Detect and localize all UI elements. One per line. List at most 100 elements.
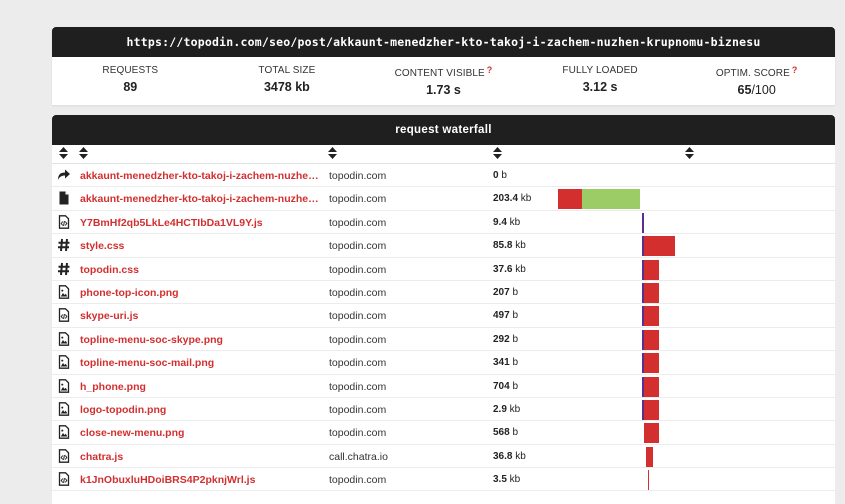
waterfall-title: request waterfall (52, 115, 835, 145)
request-name-link[interactable]: Y7BmHf2qb5LkLe4HCTIbDa1VL9Y.js (80, 216, 263, 229)
timing-bar-red (643, 353, 660, 374)
script-icon (57, 472, 71, 486)
request-row[interactable]: logo-topodin.png topodin.com 2.9 kb (52, 398, 835, 422)
timing-bar-purple (642, 212, 644, 233)
request-name-link[interactable]: k1JnObuxluHDoiBRS4P2pknjWrl.js (80, 474, 256, 487)
timing-bars (558, 259, 835, 280)
request-host: topodin.com (329, 216, 387, 229)
stat-label: OPTIM. SCORE? (715, 65, 798, 79)
request-row[interactable]: style.css topodin.com 85.8 kb (52, 234, 835, 258)
stat-label: TOTAL SIZE (258, 65, 316, 76)
image-icon (57, 378, 71, 393)
request-row[interactable]: close-new-menu.png topodin.com 568 b (52, 421, 835, 445)
request-name-link[interactable]: logo-topodin.png (80, 403, 167, 416)
image-icon (57, 425, 71, 440)
request-size: 2.9 kb (493, 403, 521, 415)
help-icon[interactable]: ? (486, 65, 493, 75)
timing-bars (558, 236, 835, 257)
stat-value: 1.73 s (426, 83, 461, 97)
request-host: topodin.com (329, 380, 387, 393)
request-host: call.chatra.io (329, 450, 388, 463)
request-name-link[interactable]: topodin.css (80, 263, 139, 276)
request-row[interactable]: phone-top-icon.png topodin.com 207 b (52, 281, 835, 305)
timing-bar-purple (642, 353, 644, 374)
stat-label: FULLY LOADED (562, 65, 638, 76)
request-host: topodin.com (329, 240, 387, 253)
stats-row: REQUESTS 89 TOTAL SIZE 3478 kb CONTENT VISIB… (52, 57, 835, 105)
request-size: 704 b (493, 380, 519, 392)
timing-bar-red (643, 306, 660, 327)
script-icon (57, 308, 71, 323)
request-name-link[interactable]: topline-menu-soc-skype.png (80, 333, 223, 346)
image-icon (57, 355, 71, 369)
request-list: akkaunt-menedzher-kto-takoj-i-zachem-nuz… (52, 164, 835, 492)
timing-bar-red (643, 399, 660, 420)
timing-bars (558, 282, 835, 303)
request-row[interactable]: topodin.css topodin.com 37.6 kb (52, 258, 835, 281)
request-row[interactable]: k1JnObuxluHDoiBRS4P2pknjWrl.js topodin.co… (52, 468, 835, 492)
timing-bars (558, 399, 835, 420)
request-host: topodin.com (329, 286, 387, 299)
request-name-link[interactable]: akkaunt-menedzher-kto-takoj-i-zachem-nuz… (80, 193, 325, 206)
request-size: 3.5 kb (493, 474, 521, 486)
request-host: topodin.com (329, 310, 387, 323)
redirect-icon (57, 168, 71, 182)
request-name-link[interactable]: skype-uri.js (80, 310, 139, 323)
request-name-link[interactable]: chatra.js (80, 450, 124, 463)
request-host: topodin.com (329, 474, 387, 487)
timing-bar-red (558, 189, 583, 210)
timing-bars (558, 212, 835, 233)
timing-bars (558, 423, 835, 444)
request-row[interactable]: akkaunt-menedzher-kto-takoj-i-zachem-nuz… (52, 187, 835, 211)
stat-value: 3478 kb (263, 80, 310, 94)
request-size: 9.4 kb (493, 216, 521, 228)
timing-bars (558, 470, 835, 491)
timing-bars (558, 353, 835, 374)
request-name-link[interactable]: topline-menu-soc-mail.png (80, 357, 215, 370)
request-name-link[interactable]: close-new-menu.png (80, 427, 185, 440)
request-name-link[interactable]: akkaunt-menedzher-kto-takoj-i-zachem-nuz… (80, 170, 325, 182)
request-row[interactable]: topline-menu-soc-mail.png topodin.com 341 … (52, 351, 835, 375)
timing-bar-red (647, 470, 650, 491)
timing-bars (558, 376, 835, 397)
sort-host-icon[interactable] (328, 147, 337, 163)
script-icon (57, 214, 71, 229)
timing-bars (558, 446, 835, 467)
hash-icon (57, 238, 71, 252)
sort-timing-icon[interactable] (685, 147, 694, 163)
help-icon[interactable]: ? (791, 65, 798, 75)
timing-bar-purple (642, 259, 644, 280)
timing-bar-purple (642, 236, 644, 257)
request-row[interactable]: chatra.js call.chatra.io 36.8 kb (52, 445, 835, 469)
summary-panel: https://topodin.com/seo/post/akkaunt-men… (52, 27, 835, 105)
sort-size-icon[interactable] (493, 147, 502, 163)
timing-bar-purple (642, 329, 644, 350)
request-row[interactable]: Y7BmHf2qb5LkLe4HCTIbDa1VL9Y.js topodin.co… (52, 211, 835, 235)
request-row[interactable]: topline-menu-soc-skype.png topodin.com 292… (52, 328, 835, 352)
request-row[interactable]: skype-uri.js topodin.com 497 b (52, 304, 835, 328)
timing-bar-green (582, 189, 641, 210)
hash-icon (57, 262, 71, 276)
timing-bar-purple (642, 282, 644, 303)
request-name-link[interactable]: phone-top-icon.png (80, 286, 179, 299)
stat-label: CONTENT VISIBLE? (394, 65, 493, 79)
timing-bar-red (643, 329, 660, 350)
sort-name-icon[interactable] (79, 147, 88, 163)
image-icon (57, 285, 71, 299)
stat-value: 3.12 s (582, 80, 618, 94)
stat-total-size: TOTAL SIZE 3478 kb (209, 57, 366, 105)
timing-bar-red (643, 259, 660, 280)
request-size: 85.8 kb (493, 240, 526, 252)
request-row[interactable]: h_phone.png topodin.com 704 b (52, 375, 835, 398)
timing-bar-purple (642, 376, 644, 397)
stat-value: 89 (123, 80, 138, 94)
request-name-link[interactable]: h_phone.png (80, 380, 146, 393)
sort-type-icon[interactable] (59, 147, 68, 163)
request-name-link[interactable]: style.css (80, 240, 125, 253)
stat-content-visible: CONTENT VISIBLE? 1.73 s (365, 57, 522, 105)
timing-bars (558, 329, 835, 350)
request-row[interactable]: akkaunt-menedzher-kto-takoj-i-zachem-nuz… (52, 164, 835, 188)
timing-bar-purple (642, 306, 644, 327)
script-icon (57, 448, 71, 463)
image-icon (57, 402, 71, 416)
